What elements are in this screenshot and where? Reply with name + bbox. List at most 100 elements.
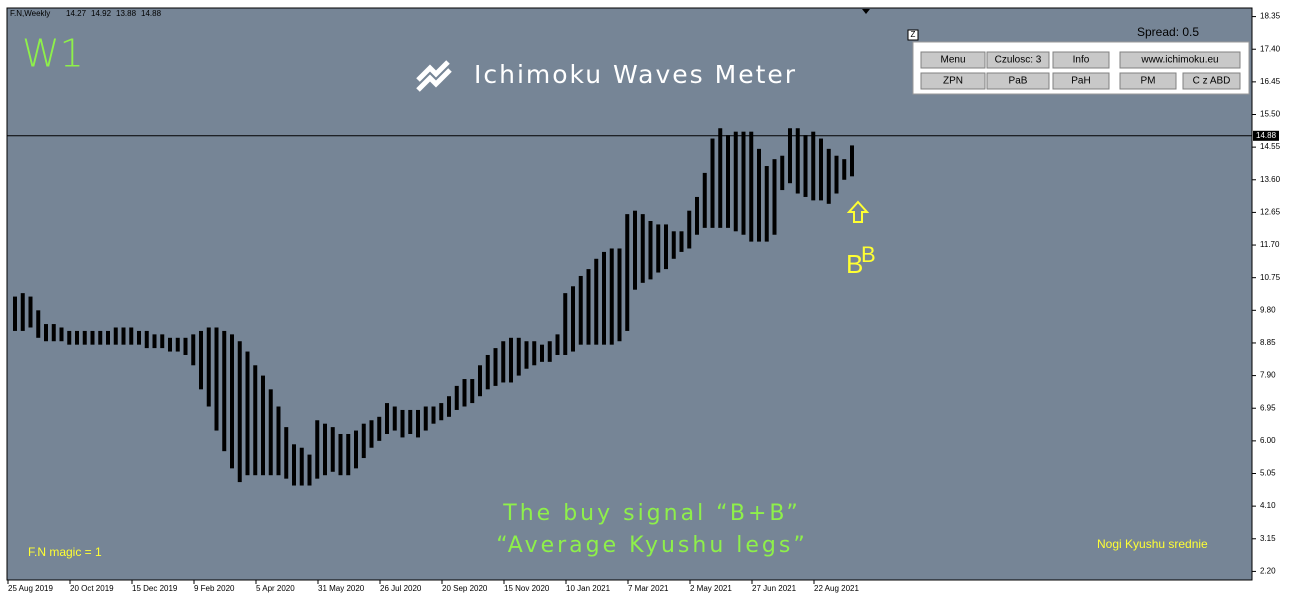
button-face: [986, 51, 1050, 69]
bar: [664, 224, 668, 270]
bar: [82, 330, 87, 345]
bar: [323, 423, 327, 476]
bar: [439, 403, 444, 421]
bar: [400, 409, 405, 438]
button-label: Menu: [940, 55, 965, 66]
bar: [13, 296, 17, 331]
panel-button[interactable]: PaH: [1052, 72, 1110, 90]
bar: [276, 406, 281, 476]
bar: [687, 210, 692, 249]
y-tick-label: 7.90: [1260, 371, 1276, 380]
annotation: B: [861, 242, 876, 267]
ohlc-value: 14.92: [91, 9, 112, 18]
bar: [602, 251, 606, 345]
bar: [284, 427, 289, 479]
bar: [609, 248, 614, 345]
bar: [253, 365, 258, 476]
bar: [385, 403, 389, 434]
y-tick-label: 11.70: [1260, 240, 1280, 249]
bar: [222, 330, 227, 452]
bar: [454, 385, 459, 410]
bar: [702, 172, 707, 228]
button-label: www.ichimoku.eu: [1140, 55, 1218, 66]
bar: [90, 330, 95, 345]
title: Ichimoku Waves Meter: [474, 60, 797, 89]
x-tick-label: 9 Feb 2020: [194, 584, 235, 593]
bar: [594, 258, 599, 345]
x-tick-label: 15 Dec 2019: [132, 584, 178, 593]
ohlc-value: 14.88: [141, 9, 162, 18]
panel-button[interactable]: Menu: [920, 51, 986, 69]
bar: [733, 131, 738, 232]
bar: [772, 159, 777, 235]
bar: [59, 327, 64, 342]
x-tick-label: 25 Aug 2019: [8, 584, 53, 593]
bar: [106, 330, 110, 345]
y-tick-label: 18.35: [1260, 12, 1281, 21]
bar: [75, 330, 79, 345]
panel-button[interactable]: ZPN: [920, 72, 986, 90]
bar: [578, 275, 583, 345]
bar: [168, 337, 172, 352]
bar: [648, 220, 653, 280]
y-tick-label: 9.80: [1260, 305, 1276, 314]
shift-marker: [862, 9, 870, 14]
y-tick-label: 5.05: [1260, 469, 1276, 478]
y-tick-label: 15.50: [1260, 110, 1281, 119]
x-tick-label: 10 Jan 2021: [566, 584, 611, 593]
panel-button[interactable]: PM: [1119, 72, 1177, 90]
bar: [547, 341, 552, 362]
panel-button[interactable]: C z ABD: [1182, 72, 1241, 90]
plot-area: [6, 7, 1253, 581]
bar: [369, 420, 374, 448]
bar: [826, 148, 831, 204]
bar: [478, 365, 482, 397]
button-face: [1119, 72, 1177, 90]
bar: [586, 269, 591, 345]
bar: [617, 248, 622, 342]
bar: [834, 155, 839, 194]
bar: [842, 159, 847, 180]
x-tick-label: 7 Mar 2021: [628, 584, 669, 593]
y-tick-label: 17.40: [1260, 44, 1281, 53]
bar: [338, 433, 343, 476]
bar: [299, 447, 304, 486]
bar: [330, 427, 335, 472]
panel-button[interactable]: Info: [1052, 51, 1110, 69]
panel-button[interactable]: PaB: [986, 72, 1050, 90]
button-label: Czulosc: 3: [995, 55, 1042, 66]
bar: [695, 196, 699, 235]
button-label: PM: [1141, 76, 1156, 87]
ohlc-value: 13.88: [116, 9, 137, 18]
bar: [144, 330, 149, 349]
button-face: [1119, 51, 1241, 69]
bar: [524, 341, 529, 369]
y-tick-label: 8.85: [1260, 338, 1276, 347]
bar: [819, 138, 823, 201]
y-tick-label: 10.75: [1260, 273, 1281, 282]
bar: [20, 293, 25, 331]
bar: [710, 138, 715, 228]
bar: [183, 337, 188, 355]
bar: [67, 330, 72, 345]
bar: [160, 334, 165, 349]
y-tick-label: 3.15: [1260, 534, 1276, 543]
price-label: 14.88: [1256, 131, 1277, 140]
button-face: [920, 51, 986, 69]
bar: [509, 337, 513, 383]
control-panel: Z Spread: 0.5 Menu Czulosc: 3 Info www.ichimo…: [907, 25, 1250, 95]
bar: [625, 214, 630, 331]
bar: [423, 406, 428, 431]
bar: [447, 396, 451, 417]
bar: [757, 148, 761, 242]
bar: [175, 337, 180, 352]
bar: [726, 135, 730, 228]
panel-button[interactable]: www.ichimoku.eu: [1119, 51, 1241, 69]
button-label: Info: [1073, 55, 1090, 66]
y-tick-label: 2.20: [1260, 567, 1276, 576]
panel-button[interactable]: Czulosc: 3: [986, 51, 1050, 69]
bar: [555, 334, 560, 355]
bar: [532, 341, 537, 366]
bar: [741, 131, 746, 235]
bar: [540, 344, 544, 362]
